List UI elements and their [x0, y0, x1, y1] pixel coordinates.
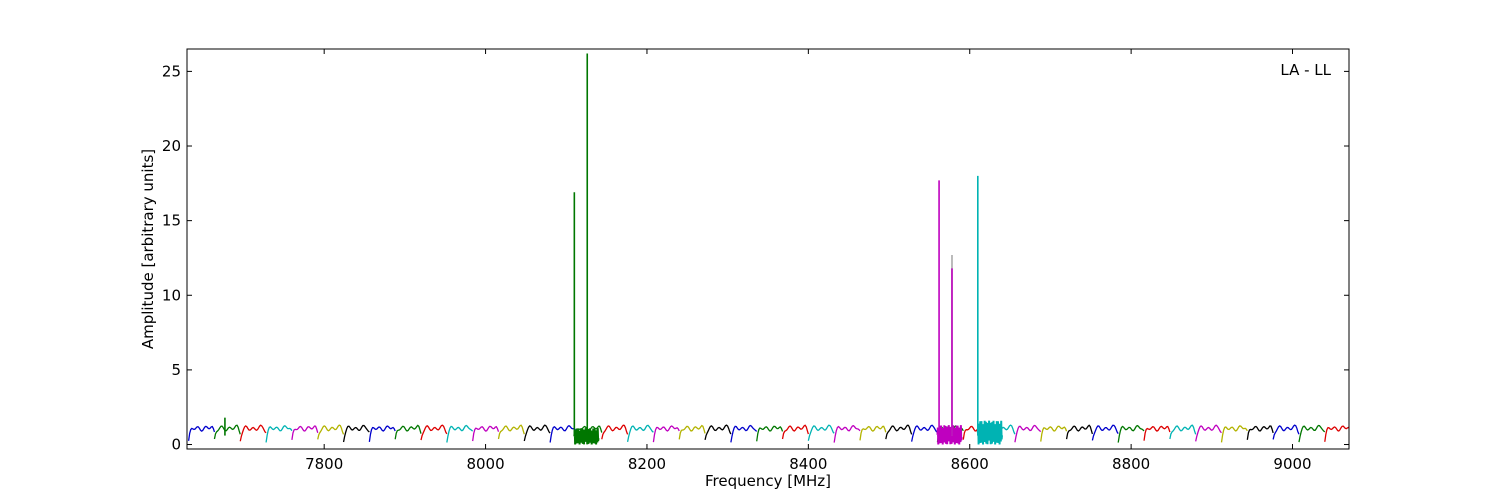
baseline-segment-line: [239, 424, 267, 442]
baseline-segment-line: [420, 424, 448, 441]
baseline-segment-line: [213, 424, 241, 440]
x-tick-label: 8600: [951, 455, 989, 473]
baseline-segment-line: [1195, 424, 1222, 442]
baseline-segment-line: [678, 424, 706, 440]
baseline-segment-line: [187, 425, 216, 441]
baseline-segment-line: [265, 425, 293, 443]
baseline-segment-line: [394, 424, 422, 440]
baseline-segment-line: [317, 424, 345, 440]
baseline-segment-line: [781, 424, 809, 440]
baseline-segment-line: [472, 425, 500, 442]
axes: 7800 8000 8200 8400 8600 8800 9000 0 5 10 15 20 25: [162, 48, 1350, 473]
baseline-segment-line: [1014, 424, 1042, 443]
baseline-segment-line: [342, 424, 370, 443]
baseline-segment-line: [833, 425, 861, 443]
y-tick-label: 10: [162, 286, 181, 304]
x-tick-label: 8200: [628, 455, 666, 473]
baseline-segment-line: [1117, 424, 1145, 443]
series-group: [187, 53, 1349, 445]
baseline-segment-line: [601, 424, 629, 440]
y-tick-label: 5: [171, 361, 181, 379]
x-tick-label: 9000: [1273, 455, 1311, 473]
baseline-segment-line: [730, 424, 758, 443]
y-axis-label: Amplitude [arbitrary units]: [139, 149, 157, 349]
rfi-region-line: [976, 420, 1004, 445]
baseline-segment-line: [885, 424, 913, 440]
baseline-segment-line: [1143, 425, 1171, 441]
baseline-segment-line: [1246, 425, 1274, 440]
x-tick-label: 8800: [1112, 455, 1150, 473]
baseline-segment-line: [1298, 424, 1326, 443]
baseline-segment-line: [523, 424, 551, 442]
baseline-segment-line: [652, 425, 680, 443]
baseline-segment-line: [446, 424, 474, 443]
baseline-segment-line: [497, 424, 525, 440]
rfi-region-line: [936, 425, 963, 445]
x-tick-label: 7800: [305, 455, 343, 473]
baseline-segment-line: [1040, 425, 1068, 442]
baseline-segment-line: [549, 425, 577, 443]
rfi-region-line: [573, 428, 600, 445]
baseline-segment-line: [704, 424, 732, 440]
baseline-segment-line: [807, 424, 835, 441]
baseline-segment-line: [1220, 425, 1248, 443]
baseline-segment-line: [1091, 424, 1119, 441]
baseline-segment-line: [756, 425, 784, 442]
y-tick-label: 15: [162, 212, 181, 230]
x-axis-label: Frequency [MHz]: [705, 472, 831, 490]
x-tick-label: 8400: [789, 455, 827, 473]
baseline-segment-line: [859, 425, 887, 441]
plot-frame: [186, 48, 1350, 450]
baseline-segment-line: [1272, 424, 1300, 440]
baseline-segment-line: [626, 424, 654, 442]
y-tick-label: 0: [171, 436, 181, 454]
baseline-segment-line: [1324, 425, 1349, 442]
baseline-segment-line: [1169, 424, 1197, 440]
x-tick-label: 8000: [466, 455, 504, 473]
baseline-segment-line: [911, 424, 938, 442]
baseline-segment-line: [368, 425, 396, 442]
y-tick-label: 20: [162, 137, 181, 155]
baseline-segment-line: [291, 425, 319, 441]
plot-area: [187, 53, 1349, 445]
baseline-annotation: LA - LL: [1280, 61, 1331, 79]
baseline-segment-line: [1065, 424, 1094, 440]
y-tick-label: 25: [162, 62, 181, 80]
